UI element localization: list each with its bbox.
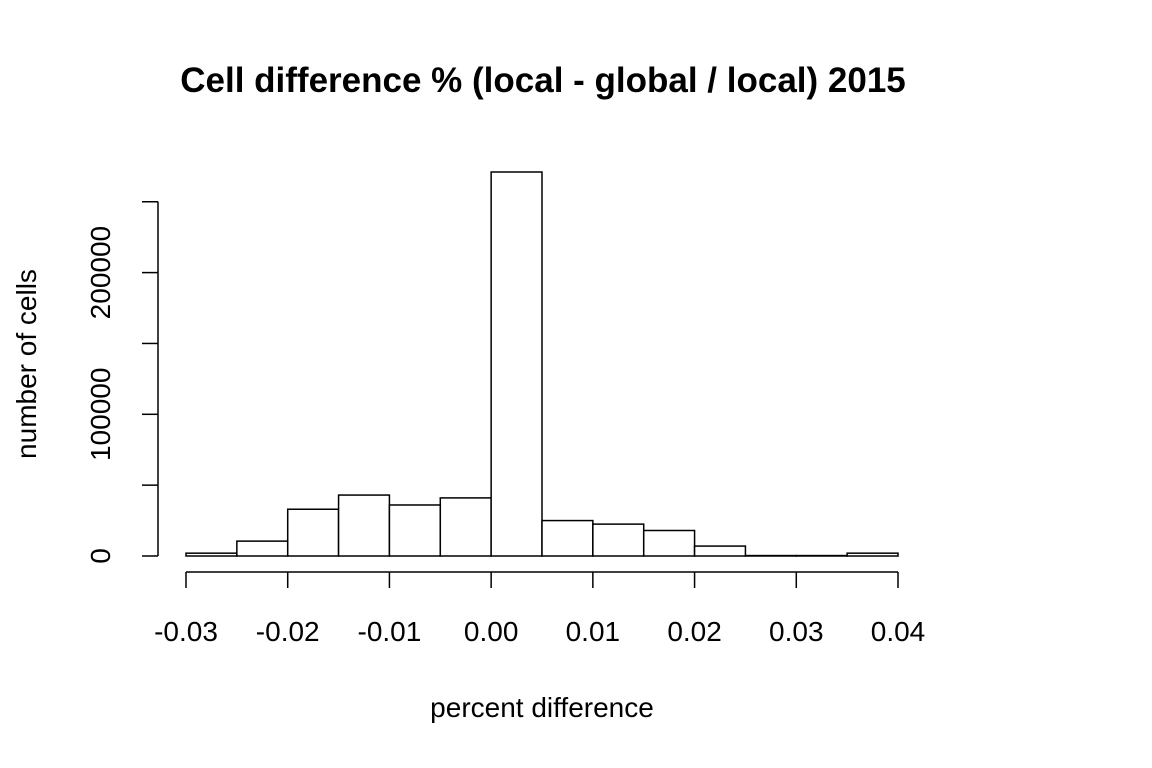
y-tick-label: 0 [85,548,116,564]
x-tick-label: 0.04 [871,616,926,647]
chart-title: Cell difference % (local - global / loca… [180,61,906,100]
x-tick-label: 0.01 [566,616,621,647]
y-axis-label: number of cells [11,269,42,459]
histogram-bar [337,494,391,557]
y-tick-label: 200000 [85,226,116,319]
y-tick-label: 100000 [85,368,116,461]
histogram-bar [185,552,238,557]
histogram-bar [642,529,696,557]
histogram-bar [490,171,543,557]
x-tick-label: 0.02 [667,616,722,647]
histogram-bar [846,552,899,557]
x-axis: -0.03 -0.02 -0.01 0.00 0.01 0.02 0.03 0.04 [154,571,926,647]
histogram-bar [388,504,442,557]
x-tick-label: 0.03 [769,616,824,647]
histogram-bar [592,523,645,557]
histogram-bar [541,519,594,557]
x-axis-label: percent difference [430,692,654,723]
bars-group [185,171,899,557]
x-tick-label: -0.03 [154,616,218,647]
histogram-bar [693,545,747,557]
histogram-bar [286,508,340,557]
histogram-bar [439,497,492,557]
x-tick-label: 0.00 [464,616,519,647]
x-tick-label: -0.02 [256,616,320,647]
histogram-bar [236,540,289,557]
x-tick-label: -0.01 [358,616,422,647]
y-axis: 0 100000 200000 [85,201,159,564]
